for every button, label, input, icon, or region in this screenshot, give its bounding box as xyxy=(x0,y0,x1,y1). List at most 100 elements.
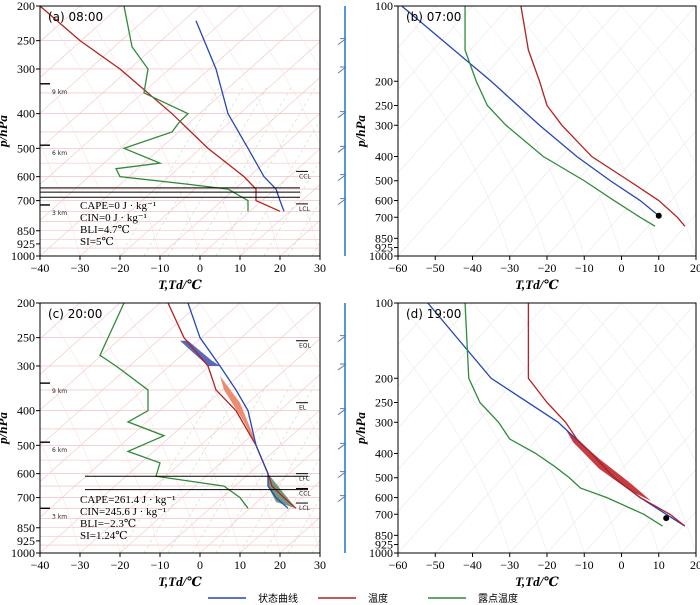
x-tick-label: 20 xyxy=(274,261,286,275)
isotherm-line xyxy=(40,303,121,375)
isotherm-line xyxy=(239,184,320,256)
isotherm-line xyxy=(398,6,473,90)
isotherm-line xyxy=(546,88,696,256)
height-label: 3 km xyxy=(52,513,67,520)
mixing-ratio-line xyxy=(119,85,221,256)
x-tick-label: −10 xyxy=(575,261,594,275)
y-tick-label: 400 xyxy=(375,447,393,461)
y-tick-label: 1000 xyxy=(11,546,35,560)
y-tick-label: 1000 xyxy=(11,249,35,263)
x-tick-label: 0 xyxy=(619,261,625,275)
cin-area xyxy=(180,340,220,366)
y-tick-label: 300 xyxy=(375,118,393,132)
mixing-ratio-line xyxy=(287,201,320,256)
adiabat-line xyxy=(398,346,510,553)
mixing-ratio-line xyxy=(167,382,269,553)
isotherm-line xyxy=(40,303,241,482)
panel-tag: (d) 19:00 xyxy=(406,307,461,321)
plot-frame xyxy=(39,302,321,554)
mixing-ratio-line xyxy=(143,85,245,256)
y-tick-label: 400 xyxy=(375,150,393,164)
isotherm-line xyxy=(398,6,548,174)
x-tick-label: −10 xyxy=(575,558,594,572)
mixing-ratio-line xyxy=(167,85,269,256)
adiabat-line xyxy=(398,303,548,553)
adiabat-line xyxy=(472,303,622,553)
adiabat-line xyxy=(40,6,161,256)
adiabat-line xyxy=(79,6,201,256)
wind-barb-icon xyxy=(337,335,347,343)
adiabat-line xyxy=(584,6,696,166)
isotherm-line xyxy=(621,469,696,553)
wind-barb-icon xyxy=(337,471,347,479)
stat-annotation: SI=1.24℃ xyxy=(80,530,128,542)
adiabat-line xyxy=(435,303,585,553)
isotherm-line xyxy=(79,338,320,553)
x-tick-label: −40 xyxy=(463,558,482,572)
y-tick-label: 100 xyxy=(375,296,393,310)
x-tick-label: 0 xyxy=(197,558,203,572)
isotherm-line xyxy=(658,213,696,256)
x-tick-label: −50 xyxy=(426,558,445,572)
isotherm-line xyxy=(279,516,320,553)
level-mark-label: CCL xyxy=(299,173,311,180)
x-tick-label: −30 xyxy=(500,558,519,572)
stat-annotation: CIN=0 J · kg⁻¹ xyxy=(80,212,147,224)
wind-barb-icon xyxy=(337,495,347,502)
x-tick-label: −20 xyxy=(111,558,130,572)
y-axis-label: p/hPa xyxy=(0,412,10,445)
isotherm-line xyxy=(584,130,696,256)
isotherm-line xyxy=(509,47,696,256)
y-tick-label: 250 xyxy=(17,34,35,48)
x-tick-label: 20 xyxy=(690,261,700,275)
y-tick-label: 200 xyxy=(375,371,393,385)
y-axis-label: p/hPa xyxy=(0,115,10,148)
y-tick-label: 400 xyxy=(17,107,35,121)
x-tick-label: −30 xyxy=(71,558,90,572)
isotherm-line xyxy=(40,6,320,256)
x-tick-label: −10 xyxy=(151,261,170,275)
adiabat-line xyxy=(40,67,121,256)
isotherm-line xyxy=(119,374,320,553)
wind-barb-icon xyxy=(337,198,347,205)
adiabat-line xyxy=(40,143,81,256)
mixing-ratio-line xyxy=(191,382,293,553)
isotherm-line xyxy=(79,41,320,256)
y-tick-label: 200 xyxy=(17,296,35,310)
x-tick-label: −30 xyxy=(71,261,90,275)
isotherm-line xyxy=(435,303,659,553)
mixing-ratio-line xyxy=(119,382,221,553)
x-tick-label: −20 xyxy=(111,261,130,275)
isotherm-line xyxy=(40,6,121,78)
y-tick-label: 250 xyxy=(375,98,393,112)
y-tick-label: 500 xyxy=(375,174,393,188)
adiabat-line xyxy=(509,6,659,256)
stat-annotation: SI=5℃ xyxy=(80,236,114,248)
mixing-ratio-line xyxy=(239,416,320,553)
level-mark-label: LCL xyxy=(299,505,311,512)
plot-area-c xyxy=(40,303,320,553)
x-tick-label: −20 xyxy=(538,558,557,572)
height-label: 9 km xyxy=(52,89,67,96)
isotherm-line xyxy=(279,219,320,256)
isotherm-line xyxy=(40,303,281,518)
series-line xyxy=(195,20,285,212)
isotherm-line xyxy=(398,6,585,215)
y-tick-label: 100 xyxy=(375,0,393,13)
legend-label: 温度 xyxy=(368,592,388,605)
x-tick-label: 10 xyxy=(653,261,665,275)
series-line xyxy=(464,303,663,527)
isotherm-line xyxy=(40,6,161,114)
x-tick-label: −20 xyxy=(538,261,557,275)
isotherm-line xyxy=(40,303,201,447)
stat-annotation: BLI=−2.3℃ xyxy=(80,518,136,530)
isotherm-line xyxy=(40,303,161,411)
adiabat-line xyxy=(472,6,622,256)
series-line xyxy=(187,303,289,509)
level-mark-label: LCL xyxy=(299,206,311,213)
x-tick-label: 10 xyxy=(234,261,246,275)
y-tick-label: 200 xyxy=(375,74,393,88)
parcel-point xyxy=(655,212,662,219)
isotherm-line xyxy=(398,303,622,553)
